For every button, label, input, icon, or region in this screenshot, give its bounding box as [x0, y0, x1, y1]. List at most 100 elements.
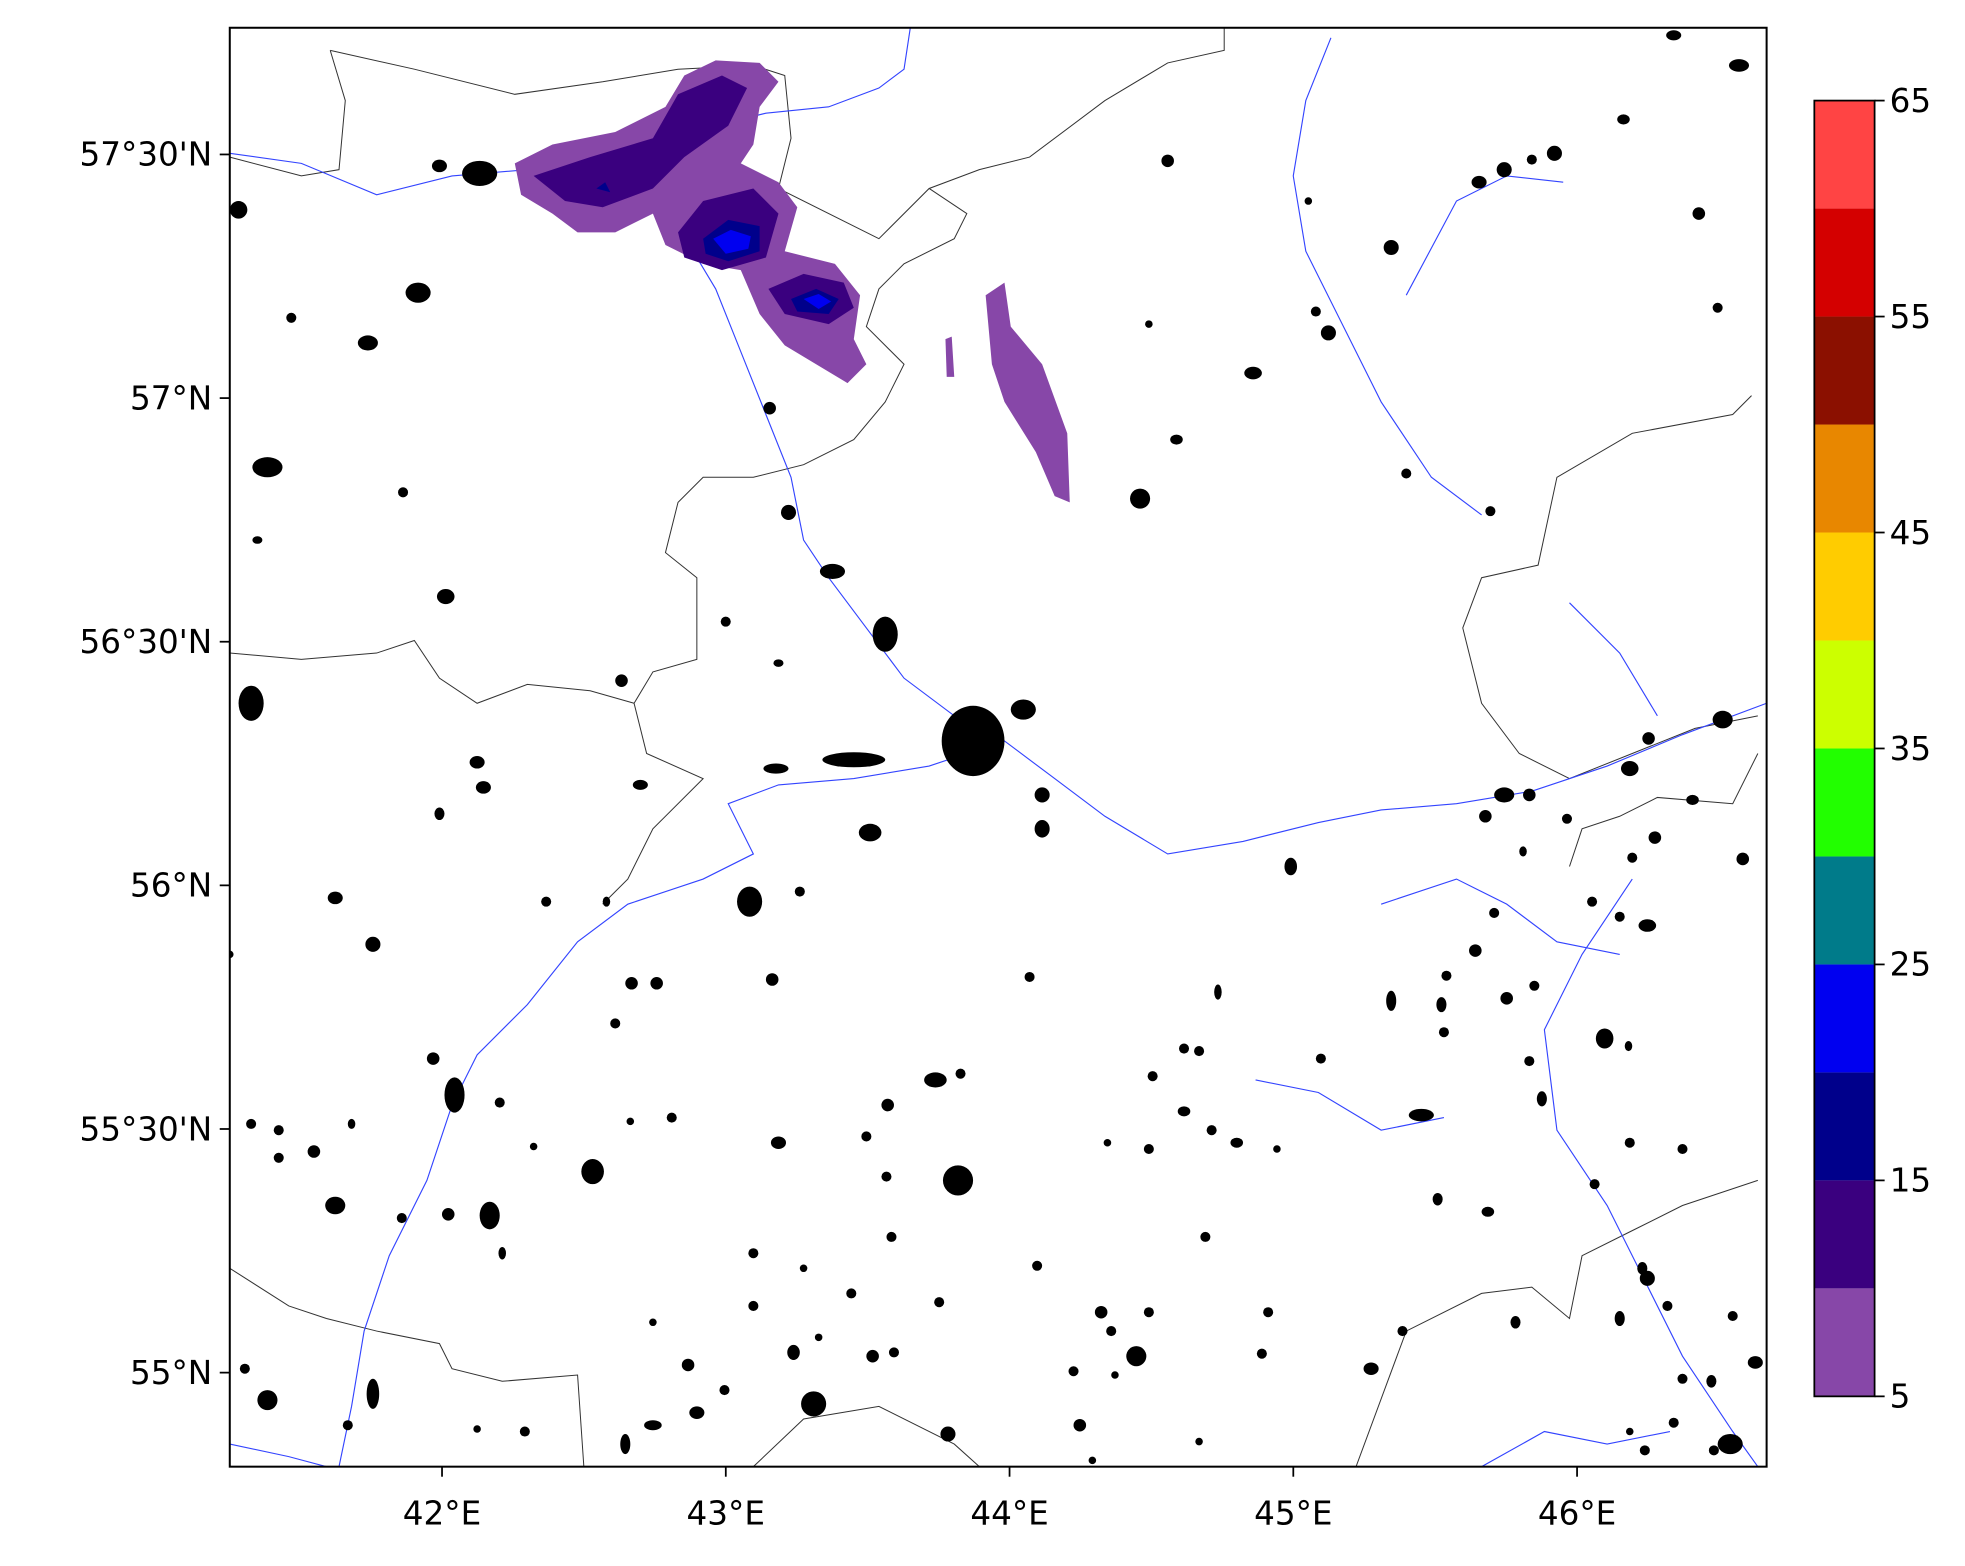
urban-area	[1273, 1145, 1281, 1153]
urban-areas	[229, 30, 1763, 1465]
colorbar-band	[1814, 640, 1875, 749]
urban-area	[763, 763, 789, 774]
urban-area	[1068, 1366, 1079, 1377]
urban-area	[229, 201, 248, 219]
urban-area	[1143, 1307, 1154, 1318]
urban-area	[1706, 1375, 1717, 1388]
x-tick-label: 46°E	[1538, 1494, 1616, 1532]
urban-area	[1496, 162, 1512, 178]
urban-area	[325, 1196, 346, 1215]
urban-area	[748, 1248, 759, 1259]
urban-area	[924, 1072, 947, 1088]
x-tick-label: 45°E	[1254, 1494, 1332, 1532]
urban-area	[1639, 1445, 1650, 1456]
urban-area	[773, 659, 784, 667]
y-tick-label: 56°30'N	[79, 623, 212, 661]
urban-area	[765, 973, 779, 986]
urban-area	[941, 705, 1005, 777]
urban-area	[1523, 788, 1536, 802]
urban-area	[398, 487, 409, 498]
urban-area	[1315, 1053, 1326, 1064]
urban-area	[1666, 30, 1682, 41]
urban-area	[799, 1264, 808, 1273]
urban-area	[881, 1098, 894, 1112]
urban-area	[940, 1426, 956, 1442]
urban-area	[444, 1077, 465, 1113]
x-tick-label: 42°E	[403, 1494, 481, 1532]
urban-area	[1088, 1456, 1097, 1465]
urban-area	[1024, 971, 1035, 983]
colorbar-tick-label: 5	[1890, 1378, 1911, 1416]
urban-area	[327, 891, 343, 905]
urban-area	[1143, 1143, 1154, 1155]
y-tick-label: 57°N	[130, 379, 212, 417]
colorbar-band	[1814, 856, 1875, 965]
urban-area	[650, 976, 663, 990]
urban-area	[1485, 506, 1496, 517]
urban-area	[469, 756, 485, 769]
urban-area	[1471, 175, 1487, 189]
urban-area	[441, 1208, 455, 1221]
urban-area	[1386, 990, 1397, 1011]
urban-area	[1194, 1046, 1205, 1057]
urban-area	[1244, 366, 1262, 380]
urban-area	[1145, 320, 1153, 328]
urban-area	[822, 752, 886, 768]
urban-area	[238, 685, 264, 721]
urban-area	[1500, 992, 1513, 1005]
urban-area	[1587, 896, 1598, 907]
urban-area	[794, 886, 805, 897]
urban-area	[1401, 468, 1412, 479]
colorbar-band	[1814, 748, 1875, 857]
urban-area	[1034, 787, 1050, 803]
urban-area	[1494, 787, 1515, 803]
urban-area	[257, 1390, 278, 1411]
urban-area	[1481, 1206, 1495, 1217]
urban-area	[1408, 1108, 1434, 1122]
urban-area	[1397, 1326, 1408, 1337]
y-tick-label: 57°30'N	[79, 136, 212, 174]
urban-area	[1010, 699, 1036, 720]
urban-area	[1177, 1106, 1191, 1117]
urban-area	[498, 1246, 507, 1260]
urban-area	[519, 1426, 530, 1437]
urban-area	[1638, 919, 1657, 932]
urban-area	[436, 589, 455, 605]
urban-area	[1624, 1137, 1635, 1148]
urban-area	[529, 1142, 538, 1151]
urban-area	[1614, 1310, 1625, 1327]
urban-area	[1589, 1179, 1600, 1190]
urban-area	[1179, 1043, 1190, 1054]
urban-area	[955, 1068, 966, 1079]
urban-area	[479, 1201, 500, 1230]
urban-area	[644, 1420, 662, 1431]
urban-area	[273, 1152, 284, 1163]
urban-area	[1728, 59, 1750, 72]
urban-area	[1304, 197, 1313, 205]
urban-area	[620, 1434, 631, 1455]
colorbar-band	[1814, 316, 1875, 425]
urban-area	[1094, 1305, 1108, 1319]
urban-area	[1546, 145, 1562, 161]
precip-contour	[803, 293, 832, 310]
urban-area	[780, 504, 797, 520]
urban-area	[881, 1171, 892, 1182]
colorbar-tick-label: 25	[1890, 946, 1932, 984]
urban-area	[462, 160, 498, 186]
urban-area	[1686, 794, 1699, 805]
urban-area	[1639, 1270, 1655, 1286]
urban-area	[1727, 1310, 1738, 1322]
urban-area	[357, 335, 378, 351]
urban-area	[431, 159, 447, 173]
urban-area	[252, 457, 283, 478]
y-tick-label: 55°30'N	[79, 1110, 212, 1148]
colorbar-tick-label: 15	[1890, 1162, 1932, 1200]
urban-area	[1126, 1346, 1147, 1367]
colorbar-band	[1814, 532, 1875, 641]
map-layer	[229, 27, 1767, 1467]
urban-area	[770, 1136, 786, 1150]
urban-area	[1073, 1418, 1087, 1432]
urban-area	[720, 616, 731, 627]
